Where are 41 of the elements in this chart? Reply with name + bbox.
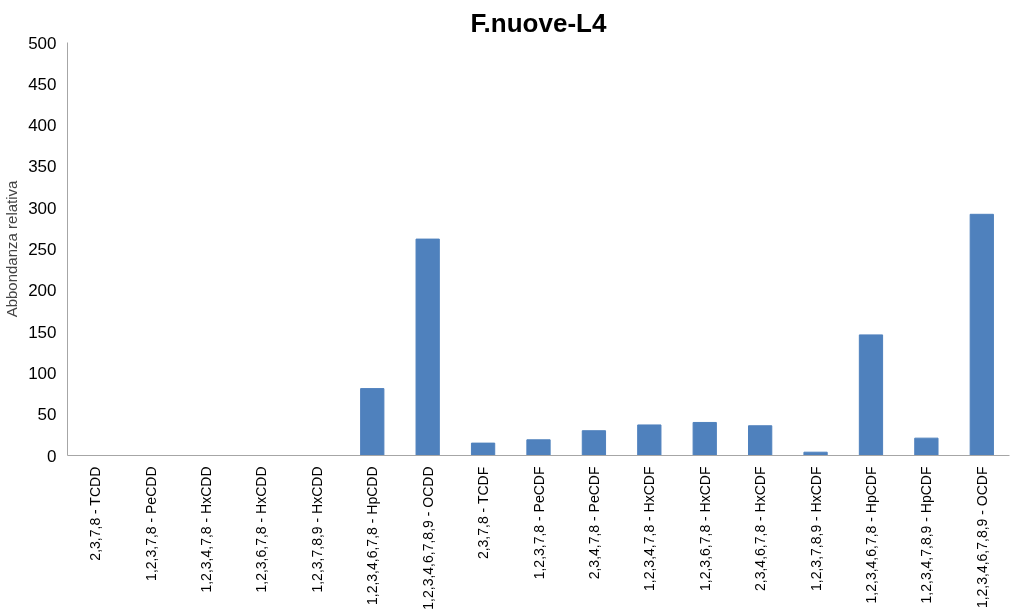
x-tick-label: 1,2,3,6,7,8 - HxCDD [253, 466, 270, 593]
bar [415, 238, 440, 456]
x-tick-label: 1,2,3,4,7,8 - HxCDF [641, 466, 658, 591]
y-tick-label: 450 [28, 74, 57, 94]
bar [748, 425, 773, 456]
chart-title: F.nuove-L4 [470, 7, 607, 38]
y-tick-label: 300 [28, 198, 57, 218]
y-tick-label: 350 [28, 157, 57, 177]
x-tick-label: 1,2,3,4,7,8 - HxCDD [198, 466, 215, 593]
bar [581, 430, 607, 456]
x-tick-label: 2,3,7,8 - TCDF [475, 466, 492, 560]
y-axis-title: Abbondanza relativa [3, 179, 21, 318]
x-tick-label: 1,2,3,7,8,9 - HxCDF [807, 466, 824, 591]
x-tick-label: 1,2,3,7,8 - PeCDD [142, 466, 159, 581]
bar [526, 439, 551, 456]
x-tick-label: 1,2,3,4,6,7,8,9 - OCDF [973, 466, 990, 609]
y-tick-label: 100 [28, 363, 57, 383]
y-tick-label: 0 [47, 446, 57, 466]
bar [858, 334, 884, 456]
bar [692, 421, 717, 456]
y-tick-label: 400 [28, 116, 57, 136]
bar [637, 424, 662, 456]
x-tick-label: 1,2,3,6,7,8 - HxCDF [696, 466, 713, 591]
x-tick-label: 2,3,4,7,8 - PeCDF [585, 466, 602, 580]
y-tick-label: 250 [28, 240, 57, 259]
y-tick-label: 150 [28, 322, 57, 342]
y-tick-label: 50 [37, 405, 57, 425]
y-tick-label: 200 [28, 281, 57, 301]
x-tick-label: 1,2,3,4,6,7,8 - HpCDD [364, 466, 381, 606]
x-tick-label: 1,2,3,7,8,9 - HxCDD [308, 466, 325, 593]
bar [470, 442, 496, 456]
x-tick-label: 2,3,7,8 - TCDD [87, 466, 104, 561]
y-tick-label: 500 [28, 33, 57, 53]
bar [914, 437, 939, 456]
x-tick-label: 1,2,3,7,8 - PeCDF [530, 466, 547, 580]
x-tick-label: 2,3,4,6,7,8 - HxCDF [752, 466, 769, 591]
x-tick-label: 1,2,3,4,6,7,8,9 - OCDD [419, 466, 436, 610]
x-tick-label: 1,2,3,4,7,8,9 - HpCDF [918, 466, 935, 604]
bar [969, 213, 994, 456]
x-tick-label: 1,2,3,4,6,7,8 - HpCDF [862, 466, 879, 604]
bar [360, 388, 385, 456]
